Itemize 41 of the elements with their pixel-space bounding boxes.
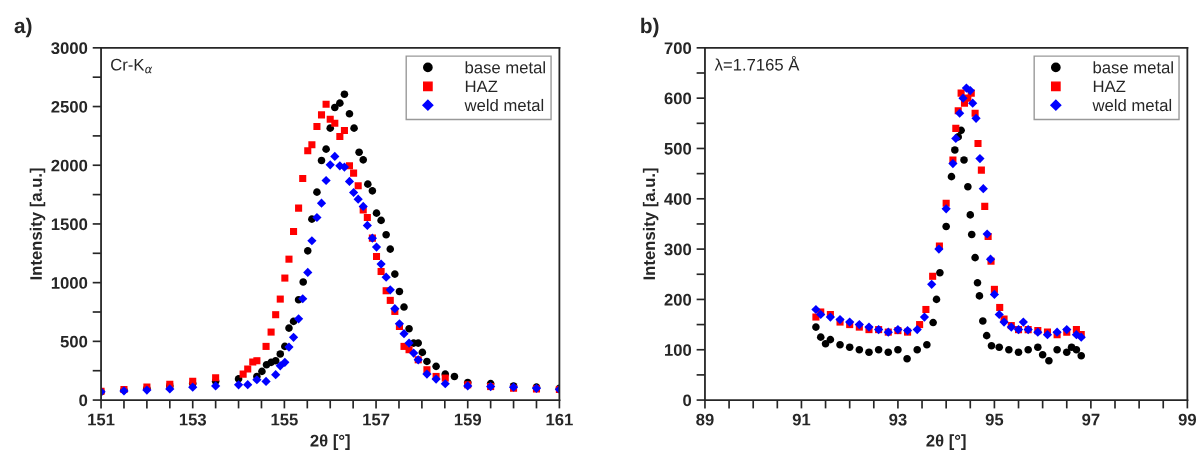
y-tick-label: 100 (665, 344, 692, 356)
y-tick-label: 200 (664, 293, 692, 306)
legend-label: weld metal (1092, 98, 1172, 112)
legend-label: HAZ (1093, 80, 1126, 93)
x-tick-label: 153 (179, 413, 207, 426)
x-tick-label: 99 (1178, 413, 1197, 426)
annotation: λ=1.7165 Å (714, 55, 800, 71)
x-tick-label: 97 (1082, 413, 1100, 426)
y-tick-label: 700 (664, 42, 692, 55)
y-tick-label: 500 (664, 142, 692, 155)
y-tick-label: 2000 (51, 159, 88, 172)
y-tick-label: 400 (664, 193, 692, 205)
legend-label: base metal (465, 61, 545, 74)
x-tick-label: 161 (546, 413, 573, 426)
legend-label: weld metal (464, 98, 544, 112)
y-axis-title: Intensity [a.u.] (29, 168, 46, 280)
y-tick-label: 600 (664, 92, 692, 105)
y-axis-title: Intensity [a.u.] (642, 168, 659, 280)
y-tick-label: 2500 (51, 100, 88, 113)
y-tick-label: 0 (79, 394, 88, 407)
y-tick-label: 500 (60, 335, 88, 348)
x-tick-label: 155 (271, 413, 298, 426)
y-tick-label: 1000 (51, 277, 88, 289)
x-tick-label: 151 (88, 413, 115, 426)
x-tick-label: 95 (985, 413, 1004, 426)
legend-label: HAZ (465, 80, 498, 93)
y-tick-label: 0 (683, 394, 692, 407)
x-tick-label: 91 (792, 413, 811, 426)
text: a) (14, 17, 32, 38)
y-tick-label: 3000 (51, 42, 88, 55)
legend-label: base metal (1093, 61, 1173, 74)
x-tick-label: 157 (363, 413, 390, 426)
y-tick-label: 1500 (51, 218, 88, 231)
x-tick-label: 159 (454, 413, 482, 426)
text: b) (641, 17, 659, 38)
x-axis-title: 2θ [°] (926, 434, 966, 450)
x-axis-title: 2θ [°] (310, 434, 350, 450)
x-tick-label: 89 (696, 413, 714, 426)
x-tick-label: 93 (889, 413, 907, 426)
annotation: Cr-K$_{α}$ (111, 58, 153, 74)
y-tick-label: 300 (664, 243, 692, 256)
